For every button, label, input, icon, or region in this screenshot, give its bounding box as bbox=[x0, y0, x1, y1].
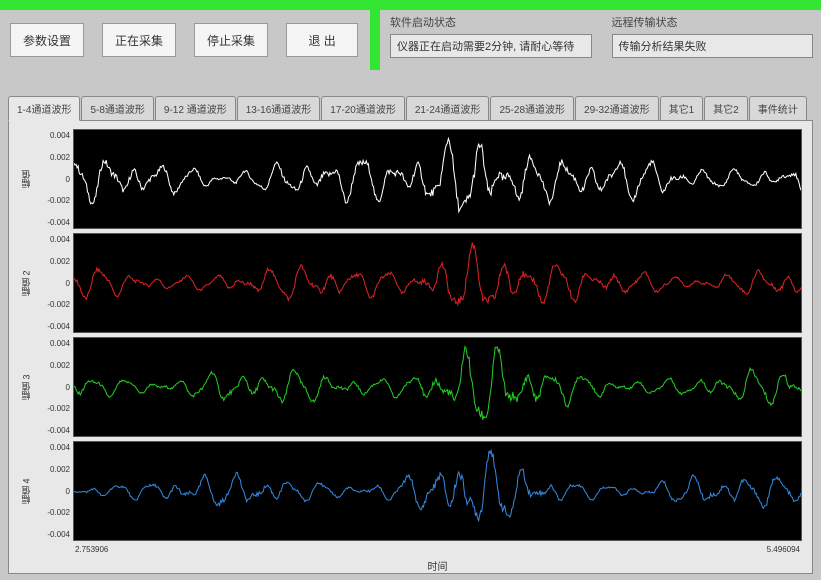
y-axis-label-2: 幅值 3 bbox=[19, 337, 33, 437]
software-status-label: 软件启动状态 bbox=[390, 14, 591, 30]
y-tick: -0.002 bbox=[47, 196, 70, 205]
tab-5[interactable]: 21-24通道波形 bbox=[406, 96, 490, 120]
y-tick: -0.002 bbox=[47, 300, 70, 309]
waveform-svg-3 bbox=[74, 442, 801, 540]
y-tick: -0.002 bbox=[47, 404, 70, 413]
y-tick: 0 bbox=[66, 487, 70, 496]
tab-7[interactable]: 29-32通道波形 bbox=[575, 96, 659, 120]
y-tick: 0 bbox=[66, 383, 70, 392]
waveform-svg-1 bbox=[74, 234, 801, 332]
tab-3[interactable]: 13-16通道波形 bbox=[237, 96, 321, 120]
plot-1[interactable] bbox=[73, 233, 802, 333]
y-tick: -0.004 bbox=[47, 426, 70, 435]
y-tick: 0.002 bbox=[50, 465, 70, 474]
y-tick: 0.004 bbox=[50, 235, 70, 244]
tab-bar: 1-4通道波形5-8通道波形9-12 通道波形13-16通道波形17-20通道波… bbox=[8, 96, 813, 120]
param-settings-button[interactable]: 参数设置 bbox=[10, 23, 84, 57]
tab-0[interactable]: 1-4通道波形 bbox=[8, 96, 80, 121]
waveform-svg-0 bbox=[74, 130, 801, 228]
plot-3[interactable] bbox=[73, 441, 802, 541]
x-max: 5.496094 bbox=[767, 545, 800, 554]
tab-2[interactable]: 9-12 通道波形 bbox=[155, 96, 236, 120]
tab-9[interactable]: 其它2 bbox=[704, 96, 748, 120]
plot-0[interactable] bbox=[73, 129, 802, 229]
status-group: 软件启动状态 仪器正在启动需要2分钟, 请耐心等待 远程传输状态 传输分析结果失… bbox=[382, 10, 821, 70]
tab-10[interactable]: 事件统计 bbox=[749, 96, 807, 120]
x-axis-ticks: 2.753906 5.496094 bbox=[73, 545, 802, 554]
y-tick: -0.004 bbox=[47, 530, 70, 539]
toolbar: 参数设置 正在采集 停止采集 退 出 软件启动状态 仪器正在启动需要2分钟, 请… bbox=[0, 10, 821, 70]
collecting-button[interactable]: 正在采集 bbox=[102, 23, 176, 57]
y-axis-label-0: 幅值 bbox=[19, 129, 33, 229]
remote-status-value: 传输分析结果失败 bbox=[612, 34, 813, 58]
y-ticks-1: 0.004 0.002 0 -0.002 -0.004 bbox=[33, 233, 73, 333]
tab-4[interactable]: 17-20通道波形 bbox=[321, 96, 405, 120]
exit-button[interactable]: 退 出 bbox=[286, 23, 358, 57]
tab-6[interactable]: 25-28通道波形 bbox=[490, 96, 574, 120]
top-border bbox=[0, 0, 821, 10]
y-ticks-0: 0.004 0.002 0 -0.002 -0.004 bbox=[33, 129, 73, 229]
divider bbox=[370, 10, 380, 70]
y-tick: 0.004 bbox=[50, 443, 70, 452]
y-axis-label-1: 幅值 2 bbox=[19, 233, 33, 333]
x-axis-label: 时间 bbox=[73, 558, 802, 573]
y-tick: 0.004 bbox=[50, 339, 70, 348]
remote-status-block: 远程传输状态 传输分析结果失败 bbox=[612, 14, 813, 66]
stop-collect-button[interactable]: 停止采集 bbox=[194, 23, 268, 57]
y-tick: -0.004 bbox=[47, 218, 70, 227]
tab-1[interactable]: 5-8通道波形 bbox=[81, 96, 153, 120]
y-axis-label-3: 幅值 4 bbox=[19, 441, 33, 541]
chart-panel: 幅值0.0040.0020-0.002-0.004幅值 20.0040.0020… bbox=[8, 120, 813, 574]
y-tick: 0 bbox=[66, 175, 70, 184]
chart-row-1: 幅值 2 0.004 0.002 0 -0.002 -0.004 bbox=[19, 233, 802, 333]
y-tick: -0.002 bbox=[47, 508, 70, 517]
chart-row-3: 幅值 4 0.004 0.002 0 -0.002 -0.004 bbox=[19, 441, 802, 541]
tab-8[interactable]: 其它1 bbox=[660, 96, 704, 120]
waveform-svg-2 bbox=[74, 338, 801, 436]
y-tick: 0 bbox=[66, 279, 70, 288]
remote-status-label: 远程传输状态 bbox=[612, 14, 813, 30]
y-ticks-2: 0.004 0.002 0 -0.002 -0.004 bbox=[33, 337, 73, 437]
plot-2[interactable] bbox=[73, 337, 802, 437]
y-tick: 0.002 bbox=[50, 361, 70, 370]
y-tick: 0.002 bbox=[50, 257, 70, 266]
charts-inner: 幅值0.0040.0020-0.002-0.004幅值 20.0040.0020… bbox=[19, 129, 802, 569]
x-min: 2.753906 bbox=[75, 545, 108, 554]
y-ticks-3: 0.004 0.002 0 -0.002 -0.004 bbox=[33, 441, 73, 541]
button-group: 参数设置 正在采集 停止采集 退 出 bbox=[0, 10, 368, 70]
y-tick: 0.004 bbox=[50, 131, 70, 140]
chart-row-0: 幅值 0.004 0.002 0 -0.002 -0.004 bbox=[19, 129, 802, 229]
software-status-value: 仪器正在启动需要2分钟, 请耐心等待 bbox=[390, 34, 591, 58]
software-status-block: 软件启动状态 仪器正在启动需要2分钟, 请耐心等待 bbox=[390, 14, 591, 66]
chart-row-2: 幅值 3 0.004 0.002 0 -0.002 -0.004 bbox=[19, 337, 802, 437]
y-tick: 0.002 bbox=[50, 153, 70, 162]
y-tick: -0.004 bbox=[47, 322, 70, 331]
